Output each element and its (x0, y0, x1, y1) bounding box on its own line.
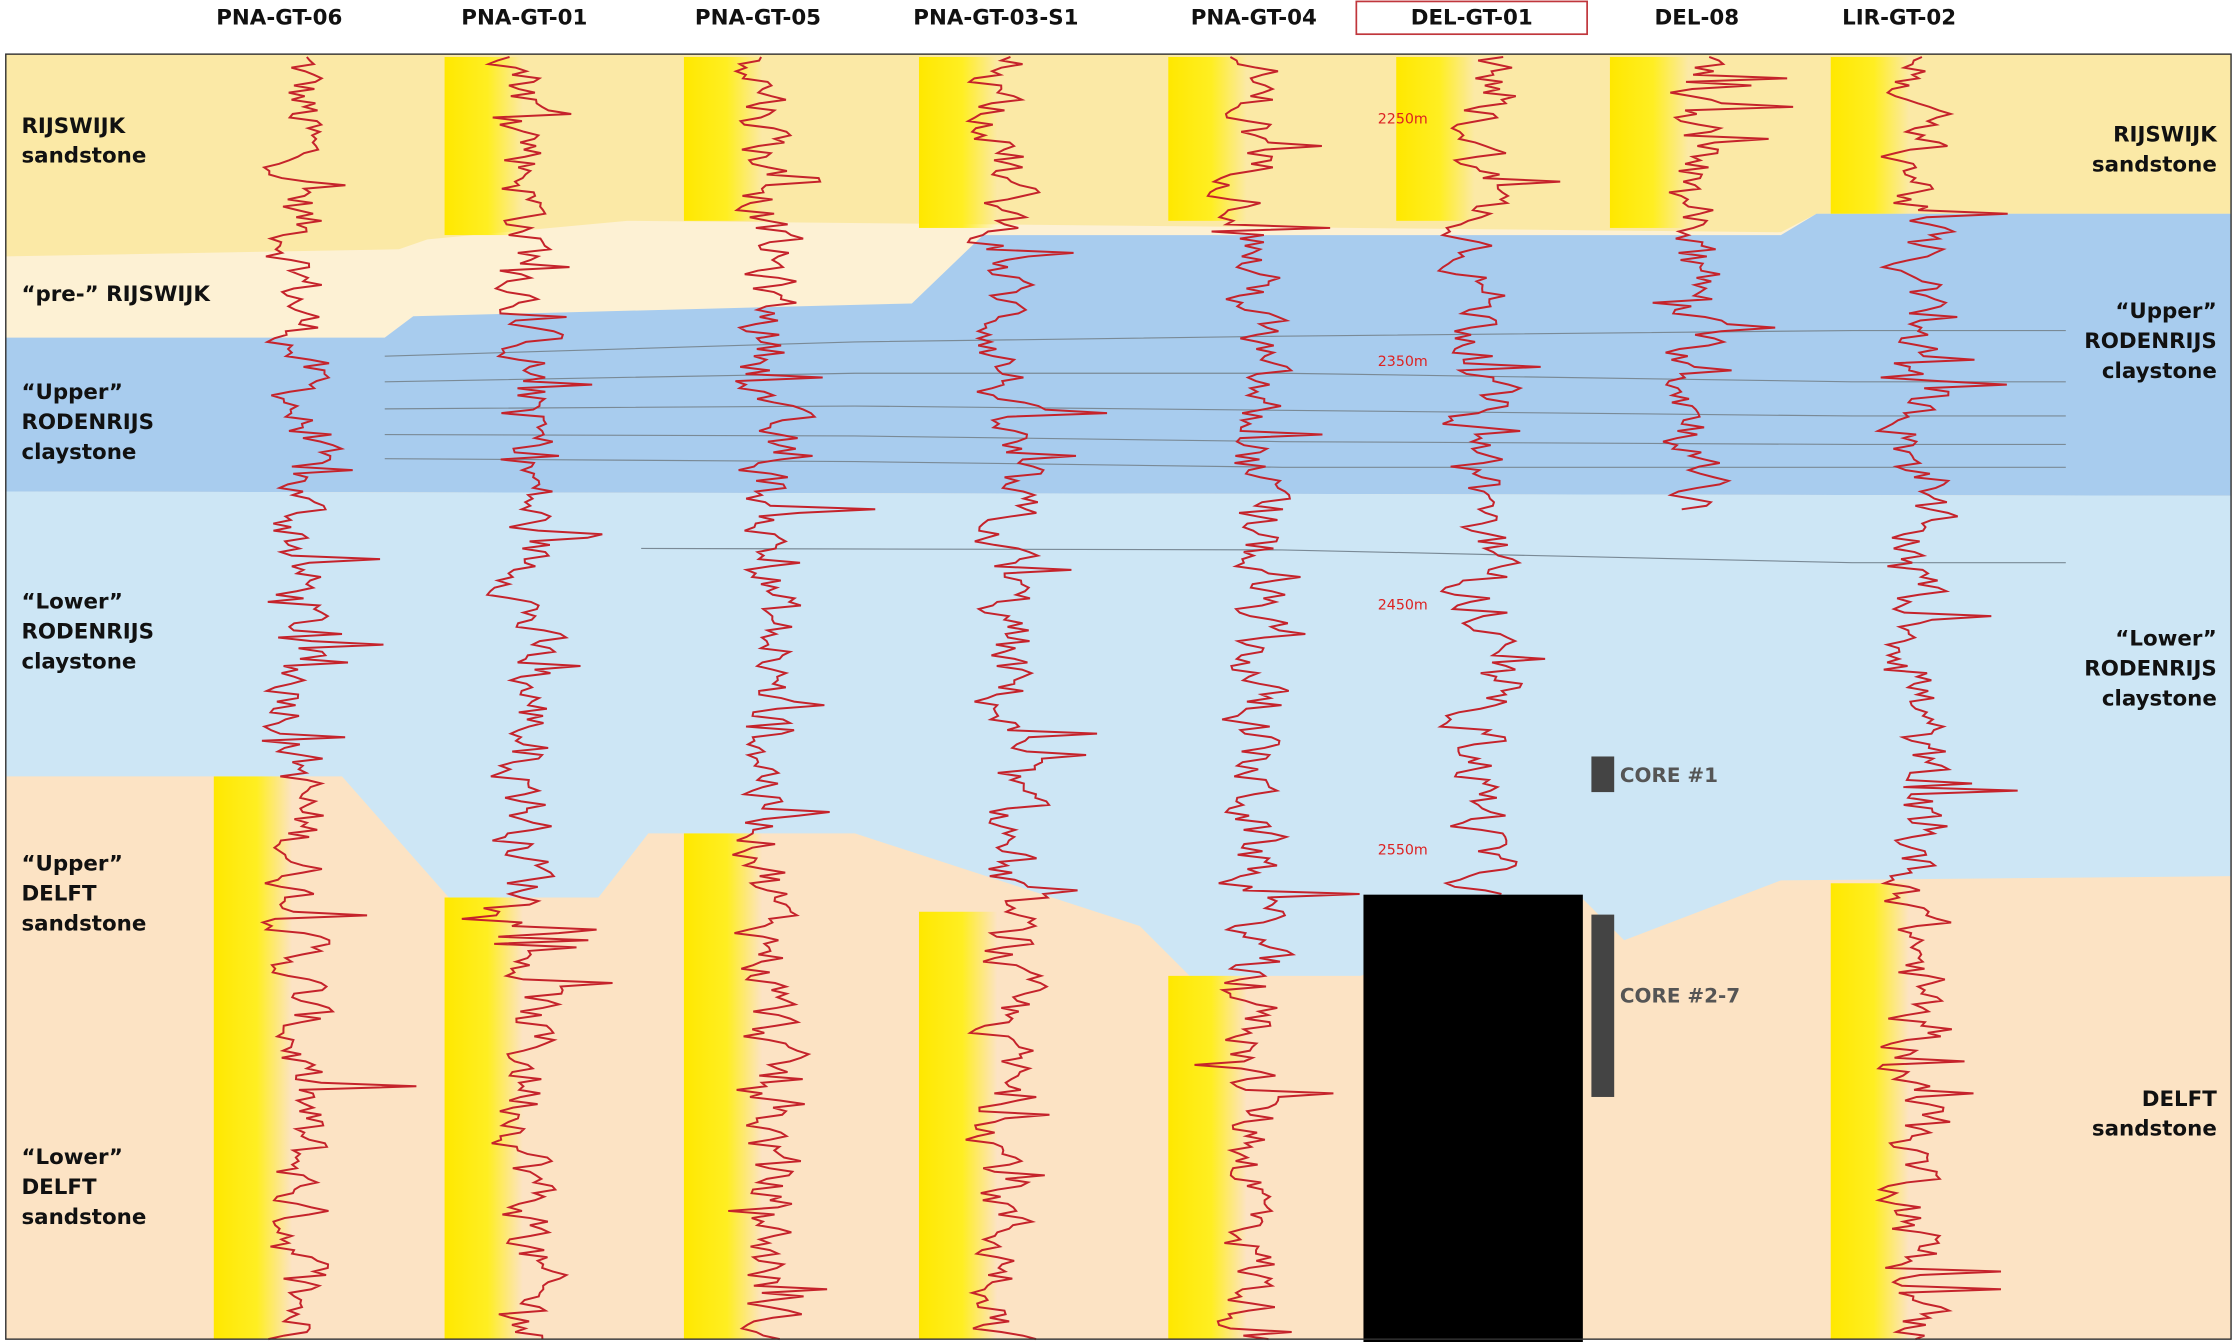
sand-fill (684, 833, 762, 1339)
formation-label: sandstone (21, 144, 146, 169)
sand-fill (1831, 883, 1909, 1339)
well-name: PNA-GT-01 (461, 6, 587, 31)
body: CORE #1 CORE #2-7 PNA-GT-06 PNA-GT-01 PNA-… (0, 0, 2234, 1342)
formation-label: RODENRIJS (2084, 657, 2217, 682)
well-name: PNA-GT-06 (216, 6, 342, 31)
formation-label: “Upper” (21, 380, 122, 405)
formation-label: claystone (21, 440, 136, 465)
formation-label: DELFT (2142, 1087, 2218, 1112)
formation-label: RIJSWIJK (21, 114, 126, 139)
depth-marker: 2450m (1378, 597, 1428, 613)
sand-fill (919, 912, 997, 1339)
core-bar (1591, 915, 1614, 1097)
formation-label: claystone (2102, 686, 2217, 711)
sand-fill (1610, 57, 1688, 228)
formation-label: “Lower” (21, 1145, 123, 1170)
formation-label: “Lower” (21, 590, 123, 615)
well-name: DEL-08 (1655, 6, 1740, 31)
sand-fill (445, 898, 523, 1340)
redaction-block (1363, 895, 1582, 1342)
formation-label: claystone (2102, 359, 2217, 384)
depth-marker: 2350m (1378, 354, 1428, 370)
well-name: PNA-GT-04 (1191, 6, 1317, 31)
formation-label: sandstone (21, 912, 146, 937)
formation-label: “Upper” (21, 852, 122, 877)
depth-marker: 2250m (1378, 112, 1428, 128)
formation-label: “pre-” RIJSWIJK (21, 282, 211, 307)
formation-label: DELFT (21, 1175, 97, 1200)
correlation-panel: CORE #1 CORE #2-7 PNA-GT-06 PNA-GT-01 PNA-… (0, 0, 2234, 1342)
formation-label: RIJSWIJK (2113, 122, 2218, 147)
formation-label: “Upper” (2115, 299, 2216, 324)
formation-label: sandstone (2092, 1117, 2217, 1142)
well-name: LIR-GT-02 (1842, 6, 1956, 31)
well-name: PNA-GT-03-S1 (913, 6, 1078, 31)
well-name: DEL-GT-01 (1411, 6, 1533, 31)
well-name: PNA-GT-05 (695, 6, 821, 31)
core-bar (1591, 756, 1614, 792)
formation-label: sandstone (2092, 152, 2217, 177)
sand-fill (214, 776, 292, 1339)
depth-marker: 2550m (1378, 843, 1428, 859)
sand-fill (445, 57, 523, 235)
formation-label: “Lower” (2115, 627, 2217, 652)
sand-fill (1831, 57, 1909, 214)
page: {"wells":[{"name":"PNA-GT-06"},{"name":"… (0, 0, 2234, 1342)
formation-label: claystone (21, 649, 136, 674)
formation-label: RODENRIJS (21, 620, 154, 645)
formation-label: RODENRIJS (21, 410, 154, 435)
formation-label: DELFT (21, 882, 97, 907)
sand-fill (1168, 976, 1246, 1339)
formation-label: sandstone (21, 1205, 146, 1230)
core-label: CORE #2-7 (1620, 984, 1740, 1008)
formation-label: RODENRIJS (2084, 329, 2217, 354)
core-label: CORE #1 (1620, 763, 1718, 787)
